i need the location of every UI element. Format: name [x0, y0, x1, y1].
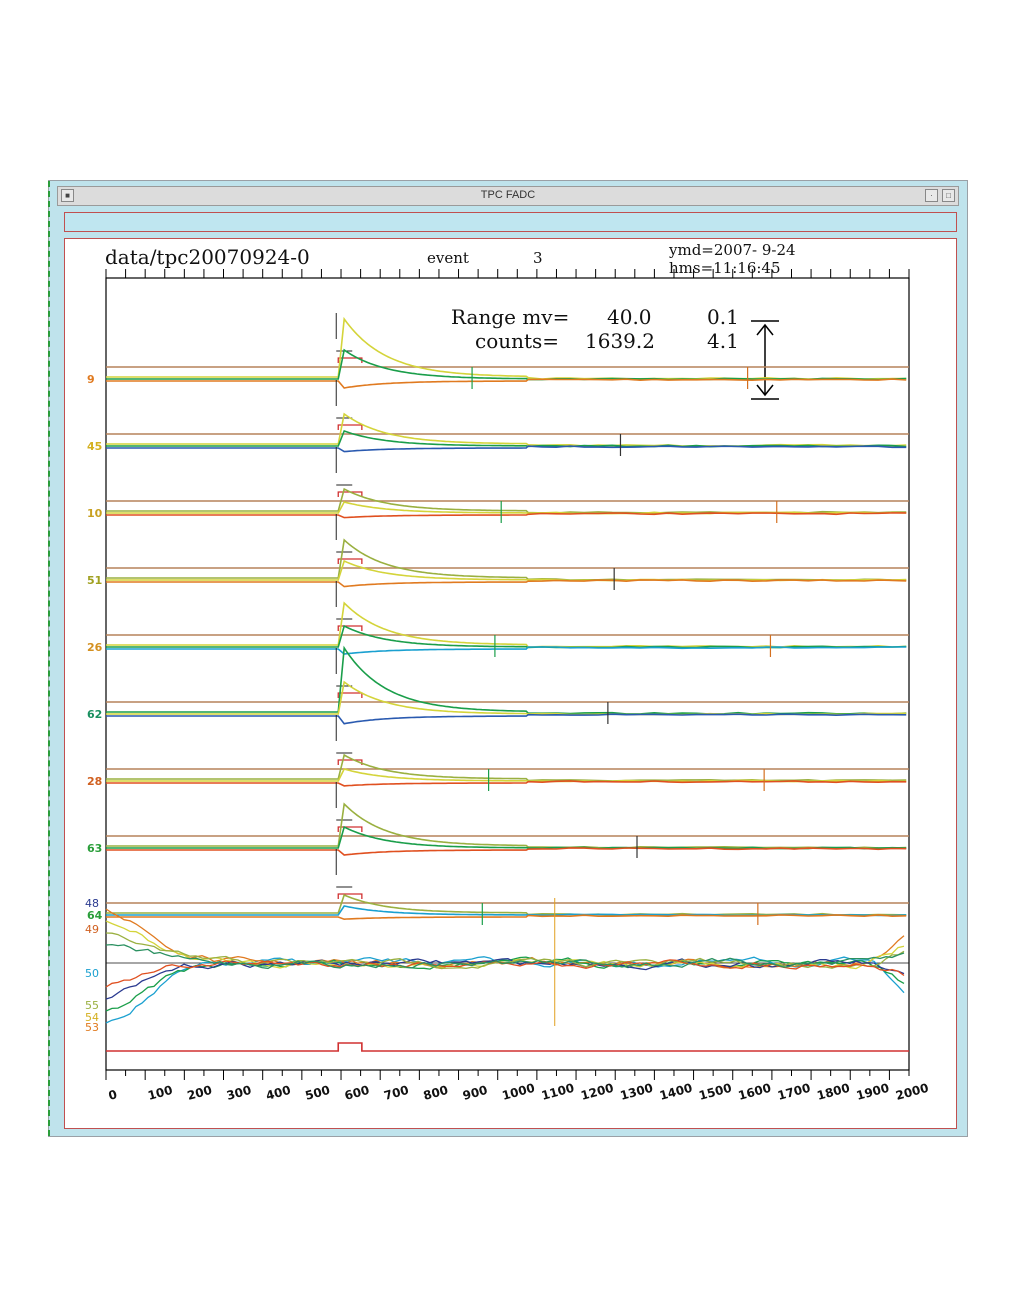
x-tick-label: 400	[264, 1083, 292, 1103]
channel-label: 45	[87, 440, 102, 453]
counts-sub: 4.1	[707, 329, 739, 353]
x-tick-label: 2000	[894, 1081, 930, 1103]
channel-label: 62	[87, 708, 102, 721]
window-title: TPC FADC	[480, 189, 536, 201]
trigger-gate-line	[106, 1042, 909, 1052]
bottom-channel-label: 48	[85, 897, 99, 910]
x-tick-label: 1900	[855, 1081, 891, 1103]
x-tick-label: 1300	[619, 1081, 655, 1103]
panel-waveform	[106, 378, 907, 389]
range-mv-sub: 0.1	[707, 305, 739, 329]
panel-waveform	[106, 487, 907, 514]
trigger-window-marker	[337, 692, 363, 698]
channel-label: 10	[87, 507, 103, 520]
plot-frame	[105, 277, 910, 1071]
noise-waveform	[105, 908, 905, 970]
x-tick-label: 1700	[776, 1081, 812, 1103]
bottom-channel-label: 55	[85, 999, 99, 1012]
panel-waveform	[106, 601, 907, 648]
panel-waveform	[106, 753, 907, 782]
channel-label: 64	[87, 909, 103, 922]
event-label: event	[427, 249, 469, 267]
channel-label: 26	[87, 641, 103, 654]
x-tick-label: 300	[225, 1083, 253, 1103]
noise-waveform	[105, 943, 905, 970]
range-mv-value: 40.0	[607, 305, 652, 329]
x-tick-label: 1800	[815, 1081, 851, 1103]
channel-label: 9	[87, 373, 95, 386]
data-file-name: data/tpc20070924-0	[105, 245, 310, 269]
x-tick-label: 1500	[697, 1081, 733, 1103]
x-tick-label: 1600	[737, 1081, 773, 1103]
counts-label: counts=	[475, 329, 560, 353]
x-tick-label: 0	[107, 1087, 119, 1103]
counts-value: 1639.2	[585, 329, 655, 353]
panel-waveform	[106, 445, 907, 453]
x-tick-label: 1200	[579, 1081, 615, 1103]
maximize-button[interactable]: □	[942, 189, 955, 202]
panel-waveform	[106, 825, 907, 850]
waveform-plot: 0 100 200 300 400 500 600 700 800 900 1000 1100 1200…	[85, 269, 930, 1103]
window-menu-button[interactable]: ■	[61, 189, 74, 202]
panel-waveform	[106, 914, 907, 921]
title-bar[interactable]: ■ TPC FADC · □	[57, 186, 959, 206]
x-tick-label: 900	[461, 1083, 489, 1103]
x-tick-label: 500	[304, 1083, 332, 1103]
bottom-channel-label: 50	[85, 967, 99, 980]
bottom-channel-label: 53	[85, 1021, 99, 1034]
channel-label: 51	[87, 574, 102, 587]
range-arrow-up	[756, 323, 774, 336]
panel-waveform	[106, 645, 907, 715]
trigger-window-marker	[337, 625, 363, 631]
panel-waveform	[106, 538, 907, 581]
panel-waveform	[106, 646, 907, 655]
x-tick-label: 800	[422, 1083, 450, 1103]
channel-label: 63	[87, 842, 102, 855]
bottom-channel-label: 49	[85, 923, 99, 936]
trigger-window-marker	[337, 826, 363, 832]
panel-waveform	[106, 412, 907, 447]
ymd-date: ymd=2007- 9-24	[669, 241, 796, 259]
panel-waveform	[106, 680, 907, 716]
x-tick-label: 1100	[540, 1081, 576, 1103]
x-tick-label: 200	[186, 1083, 214, 1103]
range-arrow-down	[756, 384, 774, 397]
bottom-channel-label: 54	[85, 1011, 99, 1024]
x-tick-label: 700	[382, 1083, 410, 1103]
trigger-window-marker	[337, 424, 363, 430]
menu-bar	[64, 212, 957, 232]
minimize-button[interactable]: ·	[925, 189, 938, 202]
channel-label: 28	[87, 775, 102, 788]
panel-waveform	[106, 905, 907, 917]
panel-waveform	[106, 802, 907, 849]
x-tick-label: 100	[146, 1083, 174, 1103]
panel-waveform	[106, 512, 907, 519]
tpc-fadc-window: ■ TPC FADC · □ data/tpc20070924-0 event …	[48, 180, 968, 1137]
trigger-window-marker	[337, 893, 363, 899]
panel-waveform	[106, 893, 907, 916]
panel-waveform	[106, 624, 907, 649]
range-mv-label: Range mv=	[451, 305, 570, 329]
panel-waveform	[106, 579, 907, 588]
panel-waveform	[106, 316, 907, 380]
panel-waveform	[106, 780, 907, 787]
panel-waveform	[106, 501, 907, 515]
trigger-window-marker	[337, 558, 363, 564]
fadc-canvas: data/tpc20070924-0 event 3 ymd=2007- 9-2…	[64, 238, 957, 1129]
panel-waveform	[106, 713, 907, 725]
x-tick-label: 600	[343, 1083, 371, 1103]
x-tick-label: 1000	[501, 1081, 537, 1103]
panel-waveform	[106, 847, 907, 856]
window-left-border	[48, 181, 52, 1136]
event-number: 3	[533, 249, 543, 267]
x-tick-label: 1400	[658, 1081, 694, 1103]
